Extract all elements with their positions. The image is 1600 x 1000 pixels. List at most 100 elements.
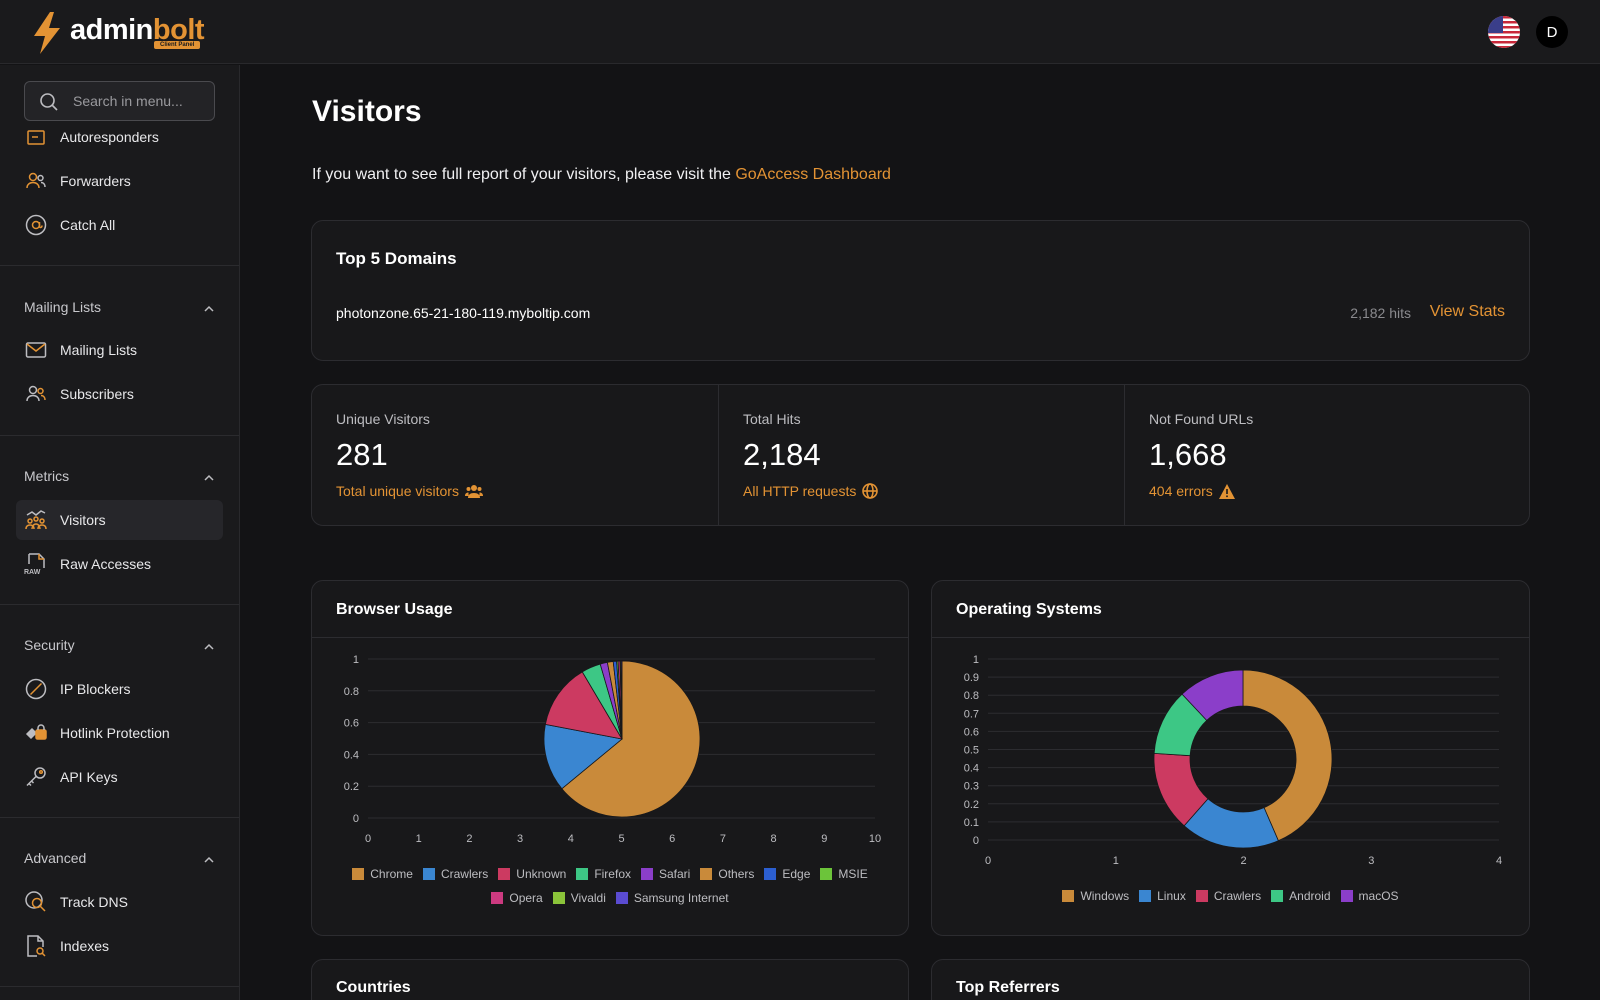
domain-hits: 2,182 hits (1350, 305, 1411, 321)
legend-item[interactable]: Samsung Internet (615, 887, 729, 909)
legend-label: Chrome (370, 867, 413, 881)
y-tick-label: 0.6 (964, 726, 979, 738)
sidebar-item-label: Raw Accesses (60, 556, 152, 572)
section-metrics[interactable]: Metrics (24, 468, 215, 488)
legend-label: Linux (1157, 889, 1186, 903)
sidebar-item-label: Visitors (60, 512, 106, 528)
us-flag-icon[interactable] (1488, 16, 1520, 48)
legend-item[interactable]: Crawlers (422, 863, 488, 885)
search-input[interactable] (73, 82, 209, 120)
stat-link-text: 404 errors (1149, 483, 1213, 499)
legend-item[interactable]: Opera (491, 887, 543, 909)
section-advanced[interactable]: Advanced (24, 850, 215, 870)
legend-label: Windows (1080, 889, 1130, 903)
legend-item[interactable]: Edge (764, 863, 810, 885)
legend-label: Android (1289, 889, 1331, 903)
legend-item[interactable]: Firefox (576, 863, 631, 885)
stat-link[interactable]: Total unique visitors (336, 483, 483, 499)
legend-label: Samsung Internet (633, 891, 729, 905)
stat-link[interactable]: All HTTP requests (743, 483, 879, 499)
stats-card: Unique Visitors 281 Total unique visitor… (311, 384, 1530, 526)
legend-item[interactable]: Linux (1139, 885, 1186, 907)
y-tick-label: 0.4 (964, 763, 979, 775)
sidebar-item-ip-blockers[interactable]: IP Blockers (16, 669, 223, 709)
section-title: Advanced (24, 850, 87, 866)
legend-swatch (700, 868, 713, 880)
sidebar-item-api-keys[interactable]: API Keys (16, 757, 223, 797)
card-header: Operating Systems (932, 581, 1529, 638)
card-title: Top Referrers (956, 979, 1060, 996)
legend-label: Safari (659, 867, 691, 881)
legend-swatch (1340, 890, 1353, 902)
stat-unique-visitors: Unique Visitors 281 Total unique visitor… (312, 385, 718, 525)
view-stats-link[interactable]: View Stats (1429, 303, 1505, 320)
pie-slice-windows (1242, 669, 1333, 842)
sidebar-item-hotlink-protection[interactable]: Hotlink Protection (16, 713, 223, 753)
browser-usage-card: Browser Usage 0 0.2 0.4 0.6 0.8 1 0 1 2 3 4 5 6 7 8 9 10… (311, 580, 909, 936)
sidebar-item-label: API Keys (60, 769, 118, 785)
legend-item[interactable]: Chrome (352, 863, 413, 885)
sidebar-item-subscribers[interactable]: Subscribers (16, 374, 223, 414)
legend-item[interactable]: Android (1271, 885, 1331, 907)
sidebar-item-autoresponders[interactable]: Autoresponders (16, 117, 223, 157)
x-tick-label: 2 (466, 833, 472, 845)
x-tick-label: 2 (1240, 855, 1246, 867)
sidebar-divider (0, 265, 239, 266)
legend-label: Others (718, 867, 755, 881)
top-bar: adminbolt Client Panel D (0, 0, 1600, 64)
legend-swatch (352, 868, 365, 880)
section-title: Security (24, 637, 75, 653)
legend-item[interactable]: macOS (1340, 885, 1399, 907)
y-tick-label: 0 (353, 813, 359, 825)
section-title: Mailing Lists (24, 299, 102, 315)
legend-item[interactable]: Unknown (498, 863, 566, 885)
autoresponder-icon (27, 130, 45, 145)
sidebar-divider (0, 604, 239, 605)
stat-link-text: All HTTP requests (743, 483, 857, 499)
x-tick-label: 4 (568, 833, 574, 845)
sidebar-item-track-dns[interactable]: Track DNS (16, 882, 223, 922)
warning-icon (1218, 483, 1235, 499)
users-icon (26, 385, 46, 402)
legend-label: Crawlers (1213, 889, 1262, 903)
sidebar-item-catch-all[interactable]: Catch All (16, 205, 223, 245)
legend-item[interactable]: Vivaldi (552, 887, 606, 909)
sidebar-item-label: Track DNS (60, 894, 128, 910)
chevron-up-icon (204, 856, 214, 863)
logo-badge: Client Panel (154, 41, 201, 49)
section-mailing-lists[interactable]: Mailing Lists (24, 299, 215, 319)
y-tick-label: 0.8 (964, 690, 979, 702)
sidebar-divider (0, 986, 239, 987)
sidebar-item-forwarders[interactable]: Forwarders (16, 161, 223, 201)
legend-swatch (1271, 890, 1284, 902)
sidebar-divider (0, 435, 239, 436)
legend-item[interactable]: Windows (1062, 885, 1129, 907)
sidebar-item-visitors[interactable]: Visitors (16, 500, 223, 540)
stat-label: Not Found URLs (1149, 411, 1254, 427)
stat-link[interactable]: 404 errors (1149, 483, 1235, 499)
sidebar-item-mailing-lists[interactable]: Mailing Lists (16, 330, 223, 370)
legend-swatch (615, 892, 628, 904)
pie-slice-chrome (561, 660, 701, 818)
operating-systems-chart: 0 0.1 0.2 0.3 0.4 0.5 0.6 0.7 0.8 0.9 1 0 1 2 3 4 (964, 654, 1502, 867)
x-tick-label: 3 (517, 833, 523, 845)
visitors-icon (25, 510, 47, 530)
sidebar-item-raw-accesses[interactable]: RAW Raw Accesses (16, 544, 223, 584)
sidebar-search-box[interactable] (24, 81, 215, 121)
legend-label: Firefox (594, 867, 631, 881)
legend-item[interactable]: Safari (641, 863, 690, 885)
section-security[interactable]: Security (24, 637, 215, 657)
sidebar-item-indexes[interactable]: Indexes (16, 926, 223, 966)
legend-item[interactable]: Crawlers (1195, 885, 1262, 907)
chevron-up-icon (204, 474, 214, 481)
legend-label: Opera (509, 891, 543, 905)
y-tick-label: 1 (973, 654, 979, 666)
goaccess-dashboard-link[interactable]: GoAccess Dashboard (735, 166, 891, 183)
legend-item[interactable]: Others (700, 863, 754, 885)
pie-slice-unknown (544, 671, 623, 740)
avatar[interactable]: D (1536, 16, 1568, 48)
x-tick-label: 3 (1368, 855, 1374, 867)
legend-swatch (422, 868, 435, 880)
legend-item[interactable]: MSIE (820, 863, 868, 885)
top-domains-card: Top 5 Domains photonzone.65-21-180-119.m… (311, 220, 1530, 361)
